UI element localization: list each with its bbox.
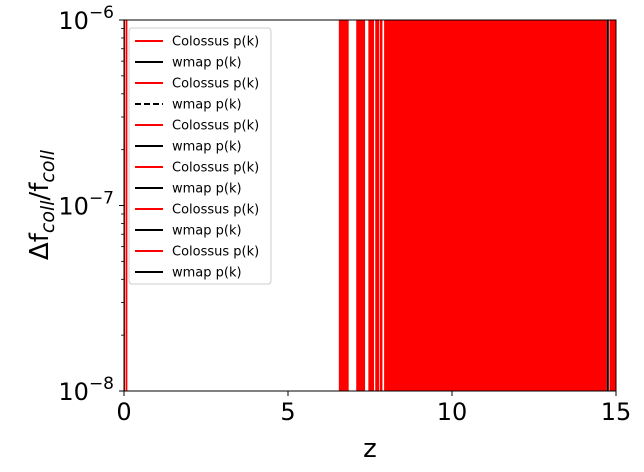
plot-area: [124, 20, 616, 391]
red-band: [609, 20, 616, 391]
y-axis: 10−8 10−7 10−6: [58, 3, 124, 406]
y-tick-label: 10−7: [58, 189, 114, 221]
x-axis: 0 5 10 15: [116, 391, 631, 426]
legend: Colossus p(k) wmap p(k) Colossus p(k) wmap …: [128, 27, 272, 285]
y-axis-title-sub2: coll: [37, 149, 59, 182]
x-tick-label: 0: [116, 398, 131, 426]
red-band: [356, 20, 366, 391]
red-band: [368, 20, 374, 391]
x-tick-label: 15: [601, 398, 632, 426]
red-band: [384, 20, 607, 391]
legend-label: Colossus p(k): [172, 77, 259, 92]
x-tick-label: 10: [437, 398, 468, 426]
legend-label: wmap p(k): [172, 224, 242, 239]
legend-label: Colossus p(k): [172, 161, 259, 176]
legend-label: wmap p(k): [172, 266, 242, 281]
legend-label: wmap p(k): [172, 182, 242, 197]
red-band: [375, 20, 380, 391]
y-axis-title-base: Δf: [25, 232, 55, 260]
legend-box: [128, 27, 272, 285]
legend-label: wmap p(k): [172, 56, 242, 71]
legend-label: Colossus p(k): [172, 35, 259, 50]
red-band: [379, 20, 383, 391]
y-axis-title-sub1: coll: [37, 200, 59, 233]
y-axis-title-slash: /f: [25, 182, 55, 201]
y-tick-label: 10−8: [58, 374, 114, 406]
x-axis-title: z: [363, 434, 377, 464]
legend-label: wmap p(k): [172, 98, 242, 113]
red-band: [124, 20, 126, 391]
legend-label: Colossus p(k): [172, 245, 259, 260]
y-tick-label: 10−6: [58, 3, 114, 35]
x-tick-label: 5: [280, 398, 295, 426]
legend-label: Colossus p(k): [172, 203, 259, 218]
y-axis-title: Δfcoll/fcoll: [25, 149, 59, 260]
legend-label: Colossus p(k): [172, 119, 259, 134]
red-band: [338, 20, 349, 391]
legend-label: wmap p(k): [172, 140, 242, 155]
